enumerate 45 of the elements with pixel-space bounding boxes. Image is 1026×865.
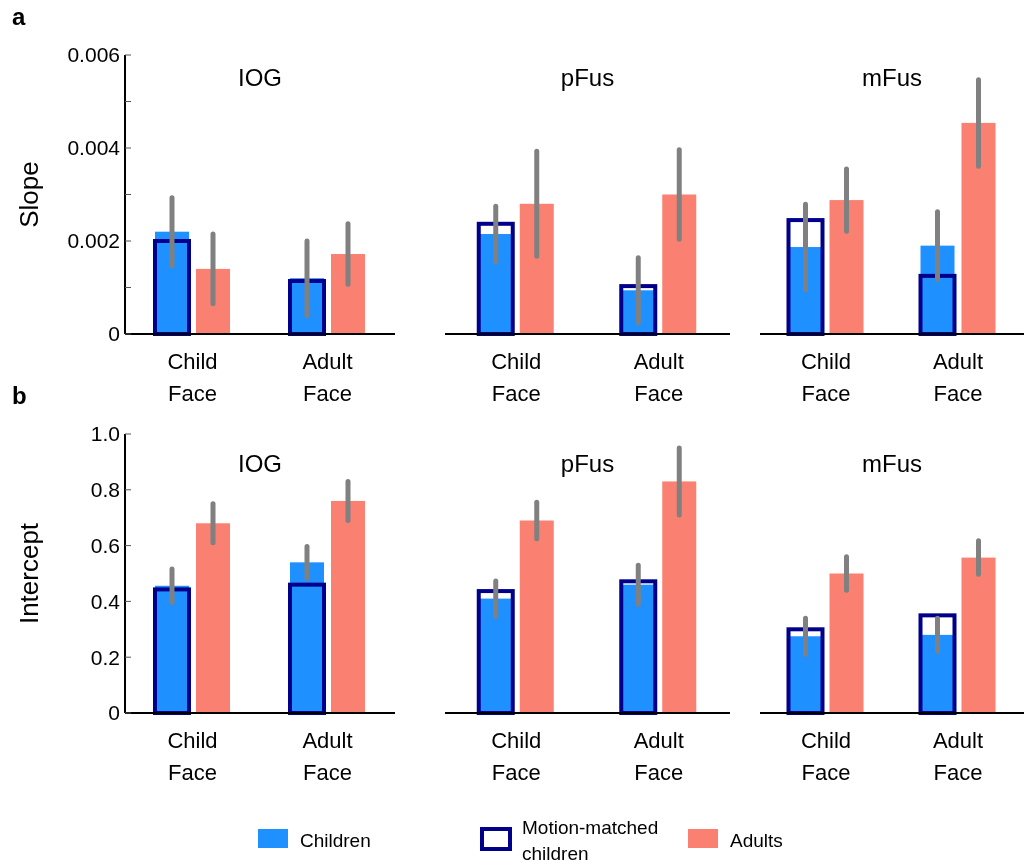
y-tick-label: 0.002: [67, 229, 120, 253]
chart-title: IOG: [237, 64, 283, 91]
bar: [961, 557, 996, 713]
x-tick-label: Child Face: [167, 728, 218, 785]
text: pFus: [560, 450, 615, 477]
y-tick-label: 0.4: [90, 589, 121, 613]
legend-label: Adults: [730, 830, 783, 851]
x-tick-label: Adult Face: [302, 349, 353, 406]
text: a: [12, 3, 26, 30]
y-axis-title: Intercept: [14, 522, 44, 625]
x-tick-label: Child Face: [491, 349, 542, 406]
legend-label: Children: [300, 830, 371, 851]
y-tick-label: 0: [108, 322, 120, 346]
bar: [331, 500, 365, 713]
y-tick-label: 0.2: [90, 645, 120, 669]
y-tick-label: 0: [108, 701, 120, 725]
chart-title: pFus: [560, 64, 615, 91]
bar: [519, 203, 554, 334]
x-tick-label: Child Face: [167, 349, 218, 406]
bar: [829, 200, 864, 334]
legend-label: Motion-matched children: [522, 817, 659, 864]
x-tick-label: Adult Face: [633, 728, 684, 785]
x-tick-label: Child Face: [800, 728, 852, 785]
bar: [662, 481, 697, 713]
x-tick-label: Adult Face: [302, 728, 353, 785]
y-tick-label: 0.6: [90, 533, 120, 557]
y-axis-title: Slope: [14, 161, 44, 228]
y-tick-label: 1.0: [90, 422, 120, 446]
bar: [662, 194, 697, 334]
text: b: [12, 382, 27, 409]
y-tick-label: 0.006: [67, 43, 120, 67]
bar: [196, 523, 230, 713]
x-tick-label: Adult Face: [633, 349, 684, 406]
x-tick-label: Child Face: [491, 728, 542, 785]
y-tick-label: 0.8: [90, 478, 120, 502]
x-tick-label: Adult Face: [932, 728, 984, 785]
text: IOG: [237, 450, 283, 477]
y-tick-label: 0.004: [67, 136, 121, 160]
x-tick-label: Child Face: [800, 349, 852, 406]
bar: [961, 122, 996, 334]
x-tick-label: Adult Face: [932, 349, 984, 406]
text: mFus: [862, 450, 922, 477]
bar: [519, 520, 554, 713]
chart-title: mFus: [862, 64, 922, 91]
bar: [829, 573, 864, 713]
